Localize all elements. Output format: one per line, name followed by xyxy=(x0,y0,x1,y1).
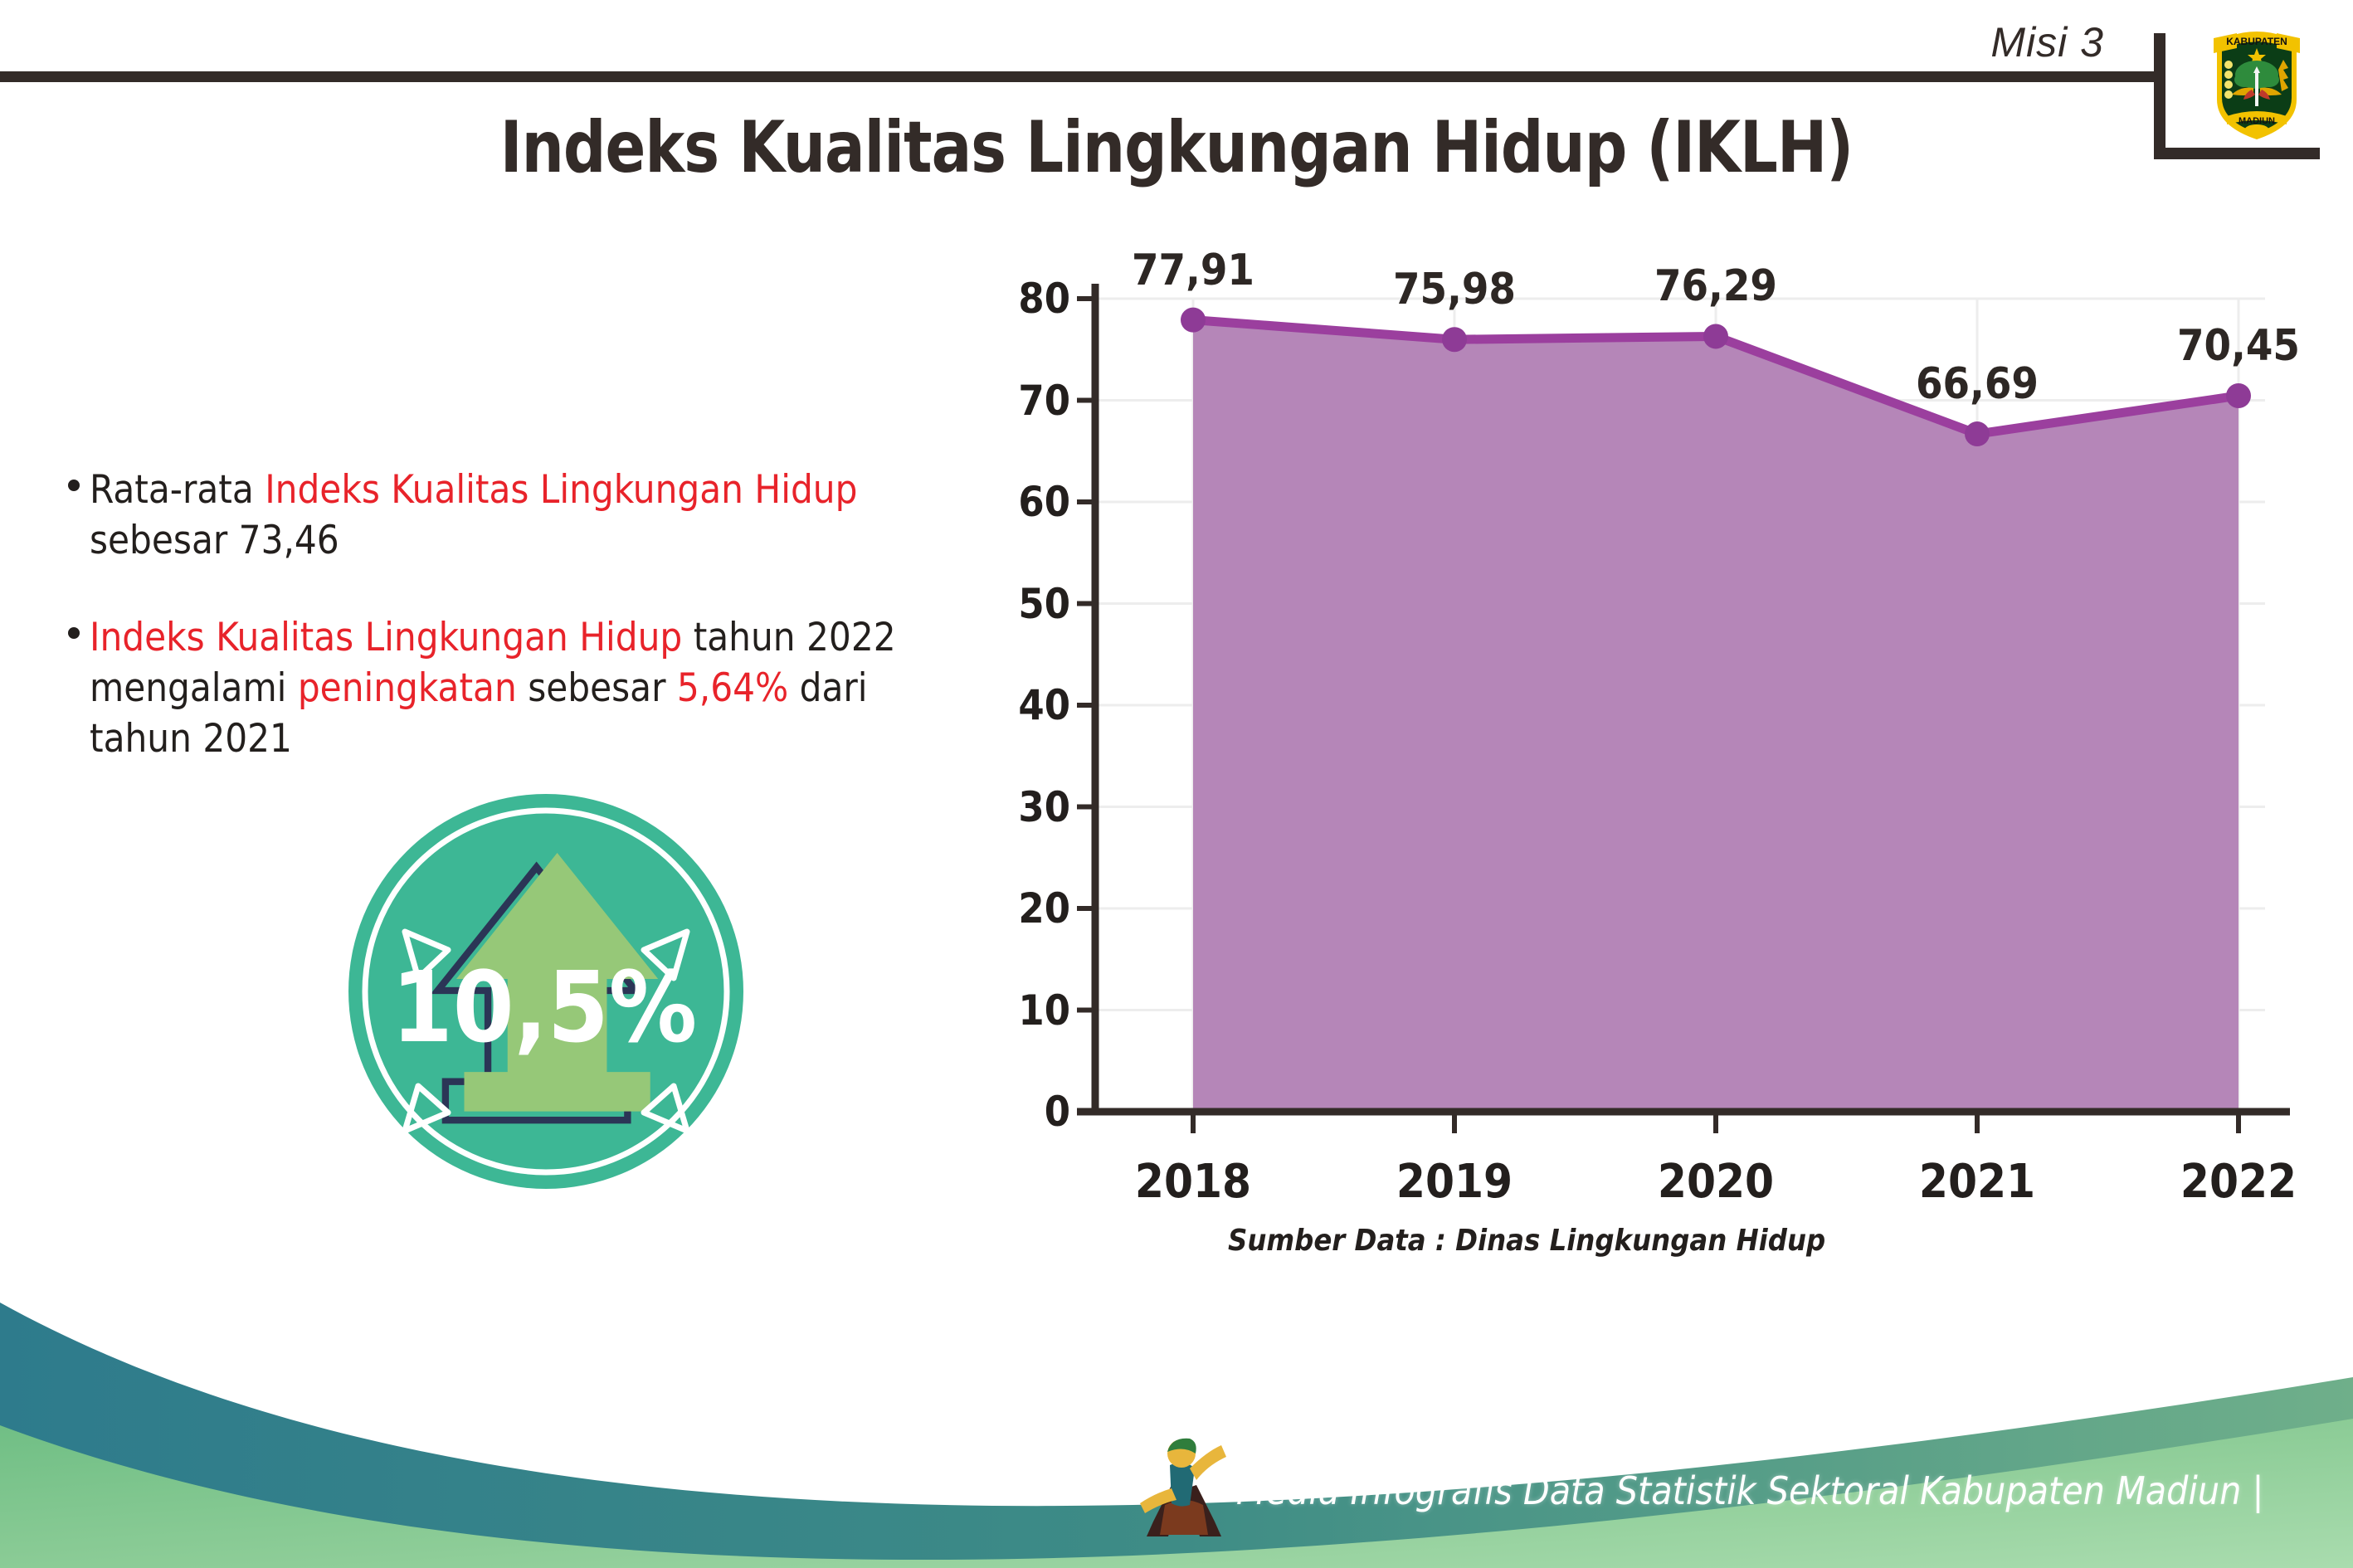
plain-phrase: tahun 2022 mengalami xyxy=(90,615,896,712)
statistik-figure-logo-icon xyxy=(1140,1438,1226,1536)
up-arrow-icon xyxy=(456,853,659,1112)
footer-waves xyxy=(0,1303,2353,1568)
plain-phrase: sebesar xyxy=(516,665,677,712)
x-axis-tick-label: 2018 xyxy=(1134,1155,1252,1209)
chart-canvas xyxy=(1077,284,2290,1133)
corner-arrow-bottom-left-icon xyxy=(402,1083,451,1134)
bullet-marker xyxy=(68,627,80,640)
wave-front xyxy=(0,1419,2353,1568)
y-axis-tick-label: 40 xyxy=(1018,681,1070,729)
svg-text:MADIUN: MADIUN xyxy=(2239,116,2275,126)
highlighted-phrase: 5,64% xyxy=(676,665,789,712)
plain-phrase: sebesar 73,46 xyxy=(90,518,339,564)
corner-arrow-top-right-icon xyxy=(641,928,690,981)
bracket-vertical-bar xyxy=(2154,33,2165,159)
bullet-text-1: Indeks Kualitas Lingkungan Hidup tahun 2… xyxy=(90,615,896,762)
wave-back xyxy=(0,1303,2353,1568)
corner-arrow-top-left-icon xyxy=(402,928,451,981)
kabupaten-madiun-emblem-icon: KABUPATEN MADIUN xyxy=(2214,32,2300,139)
y-axis-tick-label: 30 xyxy=(1018,782,1070,831)
plain-phrase: Rata-rata xyxy=(90,467,266,513)
bullet-text-0: Rata-rata Indeks Kualitas Lingkungan Hid… xyxy=(90,467,857,563)
x-axis-tick-label: 2020 xyxy=(1657,1155,1775,1209)
misi-label: Misi 3 xyxy=(1990,19,2104,66)
data-point-label: 75,98 xyxy=(1393,265,1516,315)
iklh-area-chart: 0 10 20 30 40 50 60 70 80 2018 2019 2020 2021 2022 7… xyxy=(971,246,2300,1269)
footer xyxy=(0,1286,2353,1568)
y-axis-tick-label: 80 xyxy=(1018,275,1070,323)
corner-arrow-bottom-right-icon xyxy=(641,1083,690,1134)
y-axis-tick-label: 50 xyxy=(1018,579,1070,628)
plain-phrase: dari tahun 2021 xyxy=(90,665,868,762)
header-rule xyxy=(0,71,2165,82)
data-point-label: 76,29 xyxy=(1654,261,1777,312)
badge-value: 10,5% xyxy=(392,950,697,1064)
highlighted-phrase: peningkatan xyxy=(297,665,517,712)
chart-area-fill xyxy=(1193,319,2239,1112)
y-axis-tick-label: 0 xyxy=(1044,1088,1070,1136)
y-axis-tick-label: 70 xyxy=(1018,376,1070,425)
bullet-item-0: Rata-rata Indeks Kualitas Lingkungan Hid… xyxy=(68,465,964,566)
increase-badge: 10,5% xyxy=(322,743,770,1191)
svg-text:KABUPATEN: KABUPATEN xyxy=(2226,36,2287,47)
x-axis-tick-label: 2021 xyxy=(1918,1155,2036,1209)
bullet-list: Rata-rata Indeks Kualitas Lingkungan Hid… xyxy=(68,465,964,811)
footer-text: Media Infografis Data Statistik Sektoral… xyxy=(1236,1468,2264,1513)
x-axis-tick-label: 2022 xyxy=(2180,1155,2297,1209)
highlighted-phrase: Indeks Kualitas Lingkungan Hidup xyxy=(90,615,683,661)
page-title: Indeks Kualitas Lingkungan Hidup (IKLH) xyxy=(499,106,1854,189)
source-note: Sumber Data : Dinas Lingkungan Hidup xyxy=(1228,1224,1826,1258)
bullet-marker xyxy=(68,480,80,491)
data-point-label: 66,69 xyxy=(1916,359,2039,410)
bracket-horizontal-bar xyxy=(2154,148,2320,159)
y-axis-tick-label: 60 xyxy=(1018,478,1070,526)
y-axis-tick-label: 10 xyxy=(1018,986,1070,1035)
badge-inner-ring xyxy=(362,807,730,1176)
header-bracket xyxy=(2154,33,2353,166)
chart-markers xyxy=(1181,307,2251,447)
highlighted-phrase: Indeks Kualitas Lingkungan Hidup xyxy=(265,467,858,513)
data-point-label: 77,91 xyxy=(1132,245,1254,295)
y-axis-tick-label: 20 xyxy=(1018,884,1070,933)
data-point-label: 70,45 xyxy=(2177,320,2300,371)
badge-graphic: 10,5% xyxy=(348,794,743,1189)
bullet-item-1: Indeks Kualitas Lingkungan Hidup tahun 2… xyxy=(68,612,964,764)
x-axis-tick-label: 2019 xyxy=(1396,1155,1513,1209)
